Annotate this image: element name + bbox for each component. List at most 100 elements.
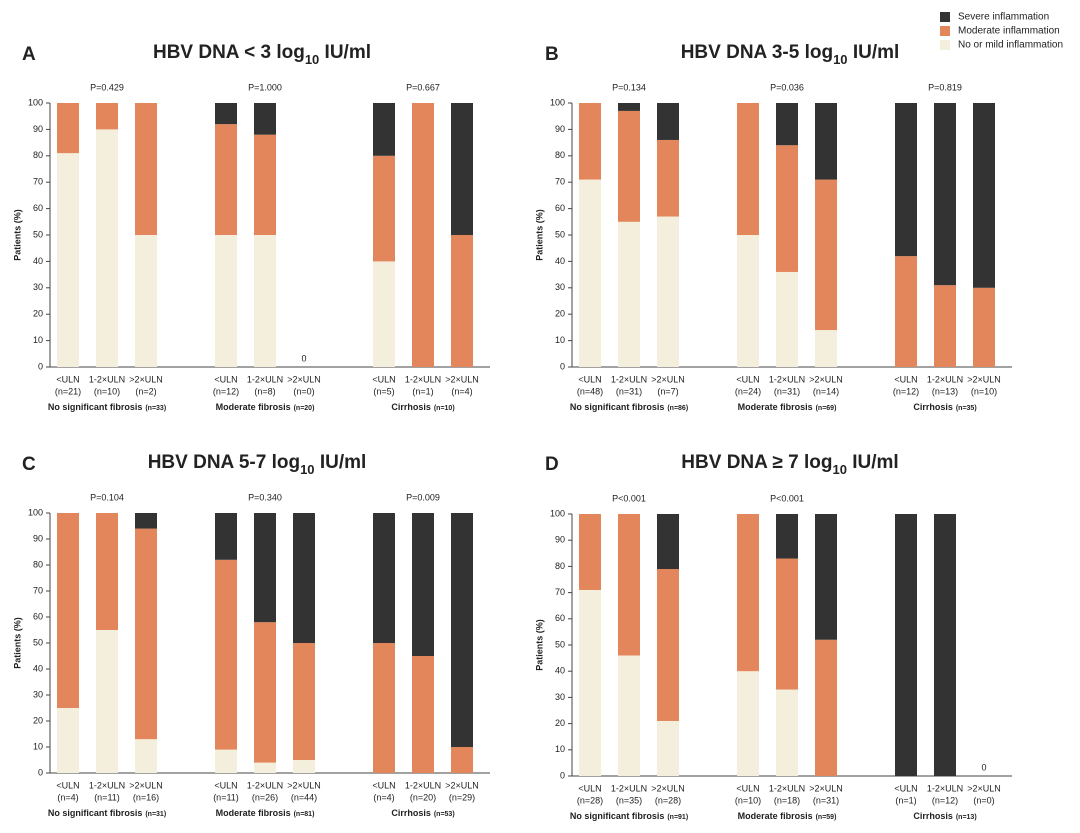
x-count-label: (n=20) xyxy=(410,792,436,802)
y-axis-label: Patients (%) xyxy=(534,619,544,671)
y-tick-label: 30 xyxy=(555,282,565,292)
x-count-label: (n=7) xyxy=(657,386,678,396)
y-tick-label: 70 xyxy=(555,587,565,597)
x-tick-label: >2×ULN xyxy=(287,374,321,384)
bar-segment xyxy=(57,103,79,154)
title-part: HBV DNA ≥ 7 log xyxy=(681,452,832,473)
bar-segment xyxy=(254,762,276,773)
bar-segment xyxy=(737,671,759,776)
group-name: Cirrhosis xyxy=(913,811,953,821)
x-tick-label: >2×ULN xyxy=(809,783,843,793)
bar-segment xyxy=(895,514,917,776)
x-count-label: (n=5) xyxy=(373,386,394,396)
x-tick-label: <ULN xyxy=(578,374,601,384)
bar-segment xyxy=(373,643,395,773)
bar-segment xyxy=(657,514,679,570)
bar-segment xyxy=(57,708,79,773)
bar-segment xyxy=(737,235,759,367)
y-tick-label: 70 xyxy=(33,177,43,187)
x-count-label: (n=31) xyxy=(813,795,839,805)
bar-segment xyxy=(737,514,759,672)
x-tick-label: <ULN xyxy=(214,780,237,790)
x-count-label: (n=0) xyxy=(293,386,314,396)
y-tick-label: 80 xyxy=(555,561,565,571)
x-count-label: (n=4) xyxy=(451,386,472,396)
y-tick-label: 100 xyxy=(28,507,43,517)
y-tick-label: 40 xyxy=(555,256,565,266)
group-n: (n=35) xyxy=(956,405,977,412)
x-tick-label: >2×ULN xyxy=(651,783,685,793)
y-tick-label: 0 xyxy=(38,361,43,371)
bar-segment xyxy=(135,235,157,367)
x-count-label: (n=26) xyxy=(252,792,278,802)
y-tick-label: 70 xyxy=(33,585,43,595)
group-label: Cirrhosis (n=35) xyxy=(913,402,976,412)
bar-segment xyxy=(57,513,79,708)
x-count-label: (n=18) xyxy=(774,795,800,805)
x-count-label: (n=8) xyxy=(254,386,275,396)
x-count-label: (n=11) xyxy=(94,792,120,802)
y-tick-label: 80 xyxy=(33,150,43,160)
y-tick-label: 0 xyxy=(560,361,565,371)
y-tick-label: 100 xyxy=(28,97,43,107)
bar-segment xyxy=(934,514,956,776)
bar-segment xyxy=(815,103,837,180)
bar-segment xyxy=(215,124,237,235)
x-count-label: (n=10) xyxy=(94,386,120,396)
group-name: No significant fibrosis xyxy=(570,811,665,821)
bar-segment xyxy=(293,760,315,773)
bar-segment xyxy=(934,103,956,286)
bar-segment xyxy=(373,155,395,262)
y-tick-label: 10 xyxy=(33,335,43,345)
x-tick-label: >2×ULN xyxy=(129,374,163,384)
x-tick-label: 1-2×ULN xyxy=(611,374,647,384)
y-tick-label: 30 xyxy=(33,689,43,699)
legend-swatch xyxy=(940,12,950,22)
group-n: (n=31) xyxy=(145,811,166,818)
legend-label: Moderate inflammation xyxy=(958,26,1060,37)
bar-segment xyxy=(776,514,798,559)
bar-segment xyxy=(895,103,917,257)
y-tick-label: 0 xyxy=(38,767,43,777)
x-count-label: (n=24) xyxy=(735,386,761,396)
x-tick-label: 1-2×ULN xyxy=(611,783,647,793)
group-label: Moderate fibrosis (n=20) xyxy=(216,402,315,412)
x-count-label: (n=13) xyxy=(932,386,958,396)
x-count-label: (n=35) xyxy=(616,795,642,805)
bar-segment xyxy=(579,179,601,367)
bar-segment xyxy=(579,514,601,590)
group-n: (n=59) xyxy=(816,814,837,821)
bar-segment xyxy=(215,103,237,125)
x-count-label: (n=12) xyxy=(893,386,919,396)
p-value: P=0.104 xyxy=(90,492,124,502)
group-name: No significant fibrosis xyxy=(48,808,143,818)
bar-segment xyxy=(451,235,473,367)
group-name: Cirrhosis xyxy=(391,808,431,818)
group-n: (n=81) xyxy=(294,811,315,818)
p-value: P=0.036 xyxy=(770,82,804,92)
bar-segment xyxy=(451,103,473,235)
x-tick-label: <ULN xyxy=(736,374,759,384)
x-tick-label: 1-2×ULN xyxy=(89,780,125,790)
x-count-label: (n=4) xyxy=(57,792,78,802)
bar-segment xyxy=(815,330,837,367)
x-tick-label: 1-2×ULN xyxy=(247,780,283,790)
group-n: (n=86) xyxy=(667,405,688,412)
bar-segment xyxy=(579,589,601,776)
legend-swatch xyxy=(940,40,950,50)
y-tick-label: 20 xyxy=(555,309,565,319)
y-axis-label: Patients (%) xyxy=(12,209,22,261)
x-count-label: (n=10) xyxy=(735,795,761,805)
p-value: P=0.134 xyxy=(612,82,646,92)
x-tick-label: 1-2×ULN xyxy=(769,374,805,384)
y-tick-label: 20 xyxy=(555,718,565,728)
bar-segment xyxy=(254,622,276,763)
x-count-label: (n=21) xyxy=(55,386,81,396)
group-name: No significant fibrosis xyxy=(570,402,665,412)
title-part: IU/ml xyxy=(848,42,900,63)
y-tick-label: 90 xyxy=(555,124,565,134)
bar-segment xyxy=(618,221,640,367)
bar-segment xyxy=(254,513,276,623)
y-tick-label: 50 xyxy=(33,637,43,647)
x-tick-label: <ULN xyxy=(736,783,759,793)
